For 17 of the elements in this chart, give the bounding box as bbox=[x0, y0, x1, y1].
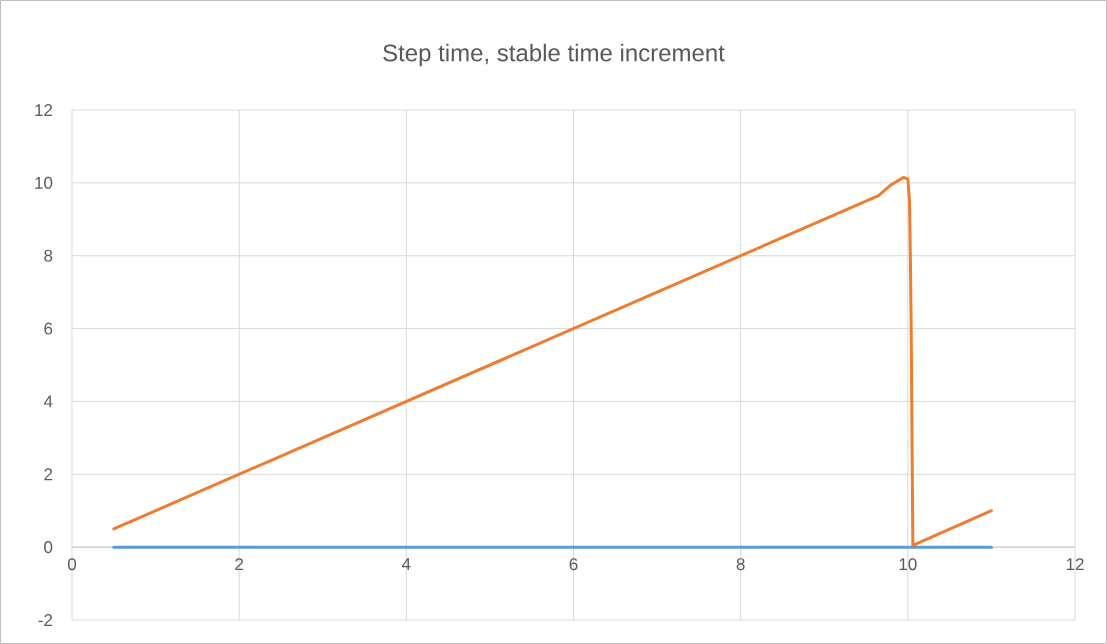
y-tick-label: 0 bbox=[44, 541, 53, 554]
y-tick-label: 12 bbox=[35, 104, 53, 116]
y-tick-label: 4 bbox=[43, 395, 53, 408]
y-tick-label: 10 bbox=[35, 176, 53, 189]
x-tick-label: 10 bbox=[899, 558, 917, 571]
x-tick-label: 8 bbox=[736, 558, 745, 571]
x-tick-label: 2 bbox=[235, 558, 244, 571]
x-tick-label: 12 bbox=[1066, 558, 1084, 571]
x-tick-label: 0 bbox=[67, 558, 77, 571]
y-tick-label: -2 bbox=[38, 614, 53, 626]
y-tick-label: 8 bbox=[44, 249, 53, 262]
chart-title: Step time, stable time increment bbox=[383, 43, 725, 67]
y-tick-label: 2 bbox=[44, 468, 53, 481]
y-tick-label: 6 bbox=[44, 322, 53, 335]
x-tick-label: 6 bbox=[569, 558, 578, 571]
x-tick-label: 4 bbox=[401, 558, 411, 570]
line-series bbox=[112, 175, 993, 547]
